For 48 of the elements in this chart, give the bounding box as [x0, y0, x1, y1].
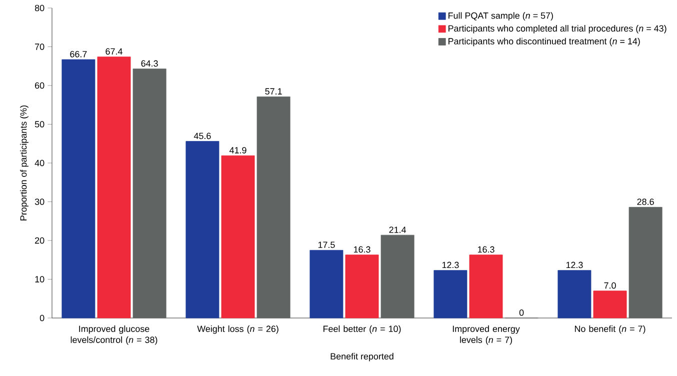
data-label: 67.4: [106, 48, 122, 55]
y-tick-label: 0: [40, 314, 44, 322]
x-tick-label: Improved energy levels (n = 7): [452, 325, 520, 345]
y-tick-label: 60: [35, 82, 44, 89]
data-label: 12.3: [442, 262, 459, 268]
bar: [434, 270, 468, 318]
bar: [186, 141, 220, 318]
bar: [558, 270, 592, 318]
data-label: 45.6: [194, 132, 211, 140]
x-axis-title: Benefit reported: [330, 352, 394, 362]
bar: [380, 234, 414, 318]
data-label: 0: [519, 309, 524, 316]
bar: [256, 96, 290, 318]
bar: [132, 68, 166, 318]
y-tick-label: 80: [34, 4, 44, 12]
data-label: 17.5: [318, 242, 335, 248]
data-label: 21.4: [389, 226, 406, 233]
y-tick-label: 20: [35, 237, 44, 244]
y-tick-label: 10: [35, 276, 44, 282]
data-label: 66.7: [70, 50, 87, 58]
bar: [221, 155, 255, 318]
y-axis-title: Proportion of participants (%): [20, 106, 28, 220]
data-label: 28.6: [637, 198, 654, 205]
y-tick-label: 70: [35, 44, 44, 50]
y-tick-label: 50: [34, 121, 44, 128]
y-tick-label: 40: [34, 160, 44, 166]
data-label: 12.3: [566, 262, 583, 268]
bar: [628, 206, 662, 318]
x-tick-label: Feel better (n = 10): [323, 325, 401, 334]
bar: [469, 254, 503, 318]
data-label: 41.9: [229, 147, 246, 154]
legend-label: Participants who completed all trial procedures (n = 43): [448, 25, 666, 34]
x-tick-label: Weight loss (n = 26): [197, 325, 278, 334]
bar: [97, 56, 131, 318]
data-label: 64.3: [141, 60, 158, 67]
data-label: 57.1: [265, 88, 282, 95]
x-tick-label: No benefit (n = 7): [574, 325, 646, 334]
y-tick-label: 30: [34, 198, 44, 205]
bar: [62, 59, 96, 318]
legend-label: Full PQAT sample (n = 57): [448, 12, 553, 21]
bar: [310, 250, 344, 318]
bar: [345, 254, 379, 318]
data-label: 16.3: [478, 246, 494, 253]
x-tick-label: Improved glucose levels/control (n = 38): [70, 325, 158, 345]
bar: [593, 290, 627, 318]
data-label: 7.0: [604, 282, 616, 289]
legend-label: Participants who discontinued treatment (n = 14): [448, 38, 640, 46]
data-label: 16.3: [354, 246, 370, 253]
